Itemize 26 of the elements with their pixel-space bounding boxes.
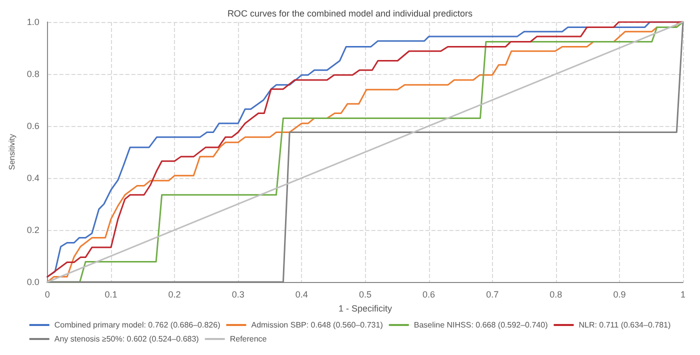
x-tick-label: 0.1 — [104, 290, 118, 300]
legend-label: Any stenosis ≥50%: 0.602 (0.524–0.683) — [54, 334, 200, 344]
y-tick-label: 0.8 — [26, 69, 40, 79]
x-tick-label: 0.6 — [422, 290, 436, 300]
x-tick-label: 0.2 — [168, 290, 181, 300]
y-axis-title: Sensitivity — [8, 134, 16, 170]
legend-label: NLR: 0.711 (0.634–0.781) — [578, 320, 671, 330]
x-tick-label: 0.5 — [358, 290, 372, 300]
x-tick-label: 0.8 — [550, 290, 562, 300]
legend-label: Admission SBP: 0.648 (0.560–0.731) — [251, 320, 384, 330]
y-tick-label: 0.4 — [26, 173, 40, 183]
legend-label: Combined primary model: 0.762 (0.686–0.826) — [54, 320, 221, 330]
legend-label: Baseline NIHSS: 0.668 (0.592–0.740) — [414, 320, 548, 330]
x-tick-label: 0.3 — [232, 290, 244, 300]
x-axis-title: 1 - Specificity — [338, 303, 392, 314]
y-tick-label: 0.0 — [26, 277, 40, 287]
x-tick-label: 0.9 — [613, 290, 626, 300]
x-tick-label: 1 — [680, 290, 686, 300]
x-tick-label: 0.4 — [295, 290, 308, 300]
y-tick-label: 0.2 — [26, 225, 40, 235]
x-tick-label: 0.7 — [486, 290, 499, 300]
chart-title: ROC curves for the combined model and individual predictors — [227, 8, 474, 18]
y-tick-label: 0.6 — [26, 121, 40, 131]
x-tick-label: 0 — [44, 290, 50, 300]
legend-label: Reference — [230, 334, 268, 344]
y-tick-label: 1.0 — [26, 17, 40, 27]
